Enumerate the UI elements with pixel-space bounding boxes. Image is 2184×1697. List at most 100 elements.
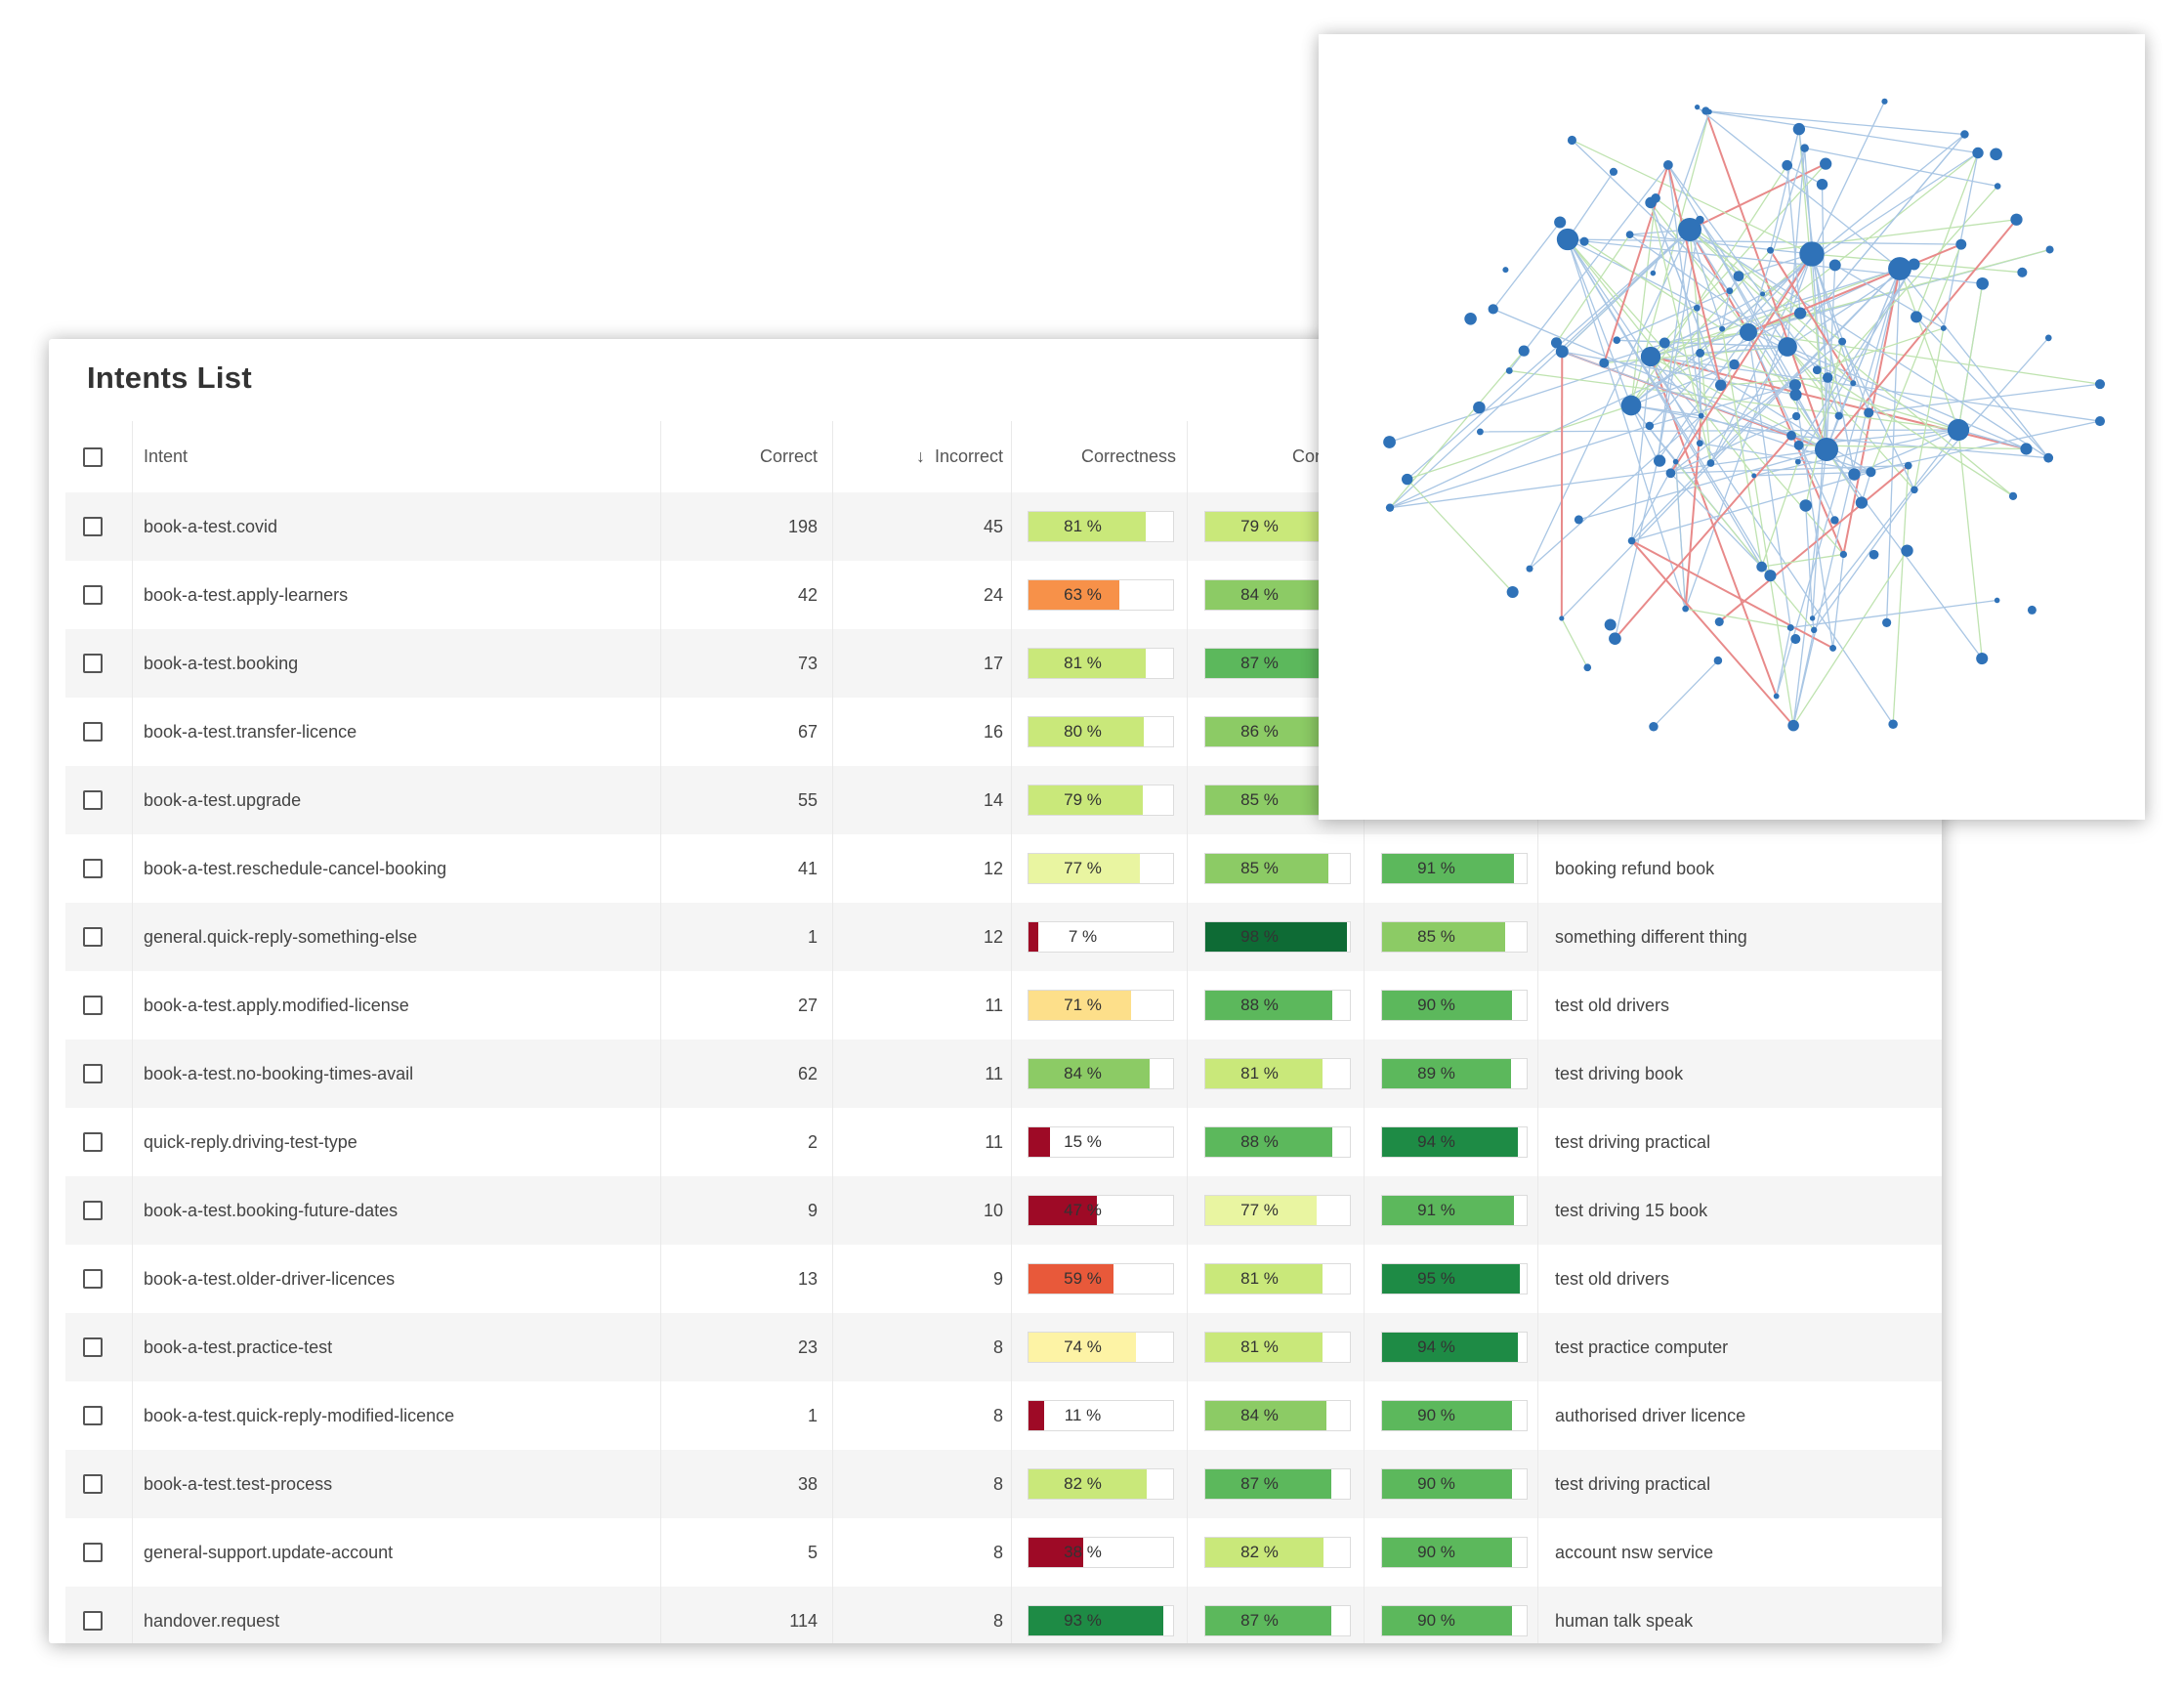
row-checkbox[interactable] bbox=[83, 971, 112, 1039]
intent-name[interactable]: general-support.update-account bbox=[144, 1542, 394, 1562]
score-bar: 90 % bbox=[1381, 1537, 1528, 1568]
table-row[interactable]: book-a-test.apply.modified-license 27 11 71… bbox=[65, 971, 1942, 1039]
table-row[interactable]: quick-reply.driving-test-type 2 11 15 % 88 %… bbox=[65, 1108, 1942, 1176]
row-checkbox[interactable] bbox=[83, 1587, 112, 1643]
graph-node bbox=[1696, 440, 1703, 447]
header-intent[interactable]: Intent bbox=[144, 446, 189, 466]
intent-name[interactable]: book-a-test.practice-test bbox=[144, 1336, 333, 1357]
graph-node bbox=[1901, 544, 1913, 557]
correct-count: 5 bbox=[807, 1542, 818, 1562]
graph-node bbox=[1464, 313, 1477, 325]
graph-node bbox=[2043, 452, 2054, 463]
table-row[interactable]: book-a-test.apply-learners 42 24 63 % 84 % bbox=[65, 561, 1942, 629]
graph-node bbox=[1640, 346, 1661, 367]
graph-node bbox=[1625, 231, 1634, 239]
score-cell: 91 % bbox=[1381, 1176, 1530, 1245]
graph-node bbox=[1650, 270, 1657, 276]
row-checkbox[interactable] bbox=[83, 903, 112, 971]
graph-edge bbox=[1562, 351, 1796, 396]
intent-name[interactable]: book-a-test.upgrade bbox=[144, 789, 302, 810]
graph-edge bbox=[1699, 219, 1827, 450]
intent-name[interactable]: book-a-test.apply-learners bbox=[144, 584, 349, 605]
graph-node bbox=[1662, 159, 1673, 170]
intent-name[interactable]: book-a-test.test-process bbox=[144, 1473, 333, 1494]
row-checkbox[interactable] bbox=[83, 561, 112, 629]
intent-name[interactable]: quick-reply.driving-test-type bbox=[144, 1131, 357, 1152]
correctness-fill bbox=[1029, 717, 1145, 746]
graph-node bbox=[1786, 430, 1796, 441]
score-bar: 94 % bbox=[1381, 1126, 1528, 1158]
header-correctness[interactable]: Correctness bbox=[1080, 446, 1176, 466]
table-row[interactable]: book-a-test.older-driver-licences 13 9 59 %… bbox=[65, 1245, 1942, 1313]
intent-name[interactable]: book-a-test.reschedule-cancel-booking bbox=[144, 858, 447, 878]
row-checkbox[interactable] bbox=[83, 1313, 112, 1381]
row-checkbox[interactable] bbox=[83, 1108, 112, 1176]
intent-name[interactable]: book-a-test.older-driver-licences bbox=[144, 1268, 396, 1289]
graph-node bbox=[1506, 586, 1519, 599]
intent-name[interactable]: book-a-test.covid bbox=[144, 516, 278, 536]
graph-node bbox=[1654, 457, 1661, 465]
graph-node bbox=[1778, 337, 1797, 357]
intent-name[interactable]: book-a-test.booking bbox=[144, 653, 299, 673]
intent-name[interactable]: book-a-test.transfer-licence bbox=[144, 721, 357, 742]
row-checkbox[interactable] bbox=[83, 1245, 112, 1313]
row-checkbox[interactable] bbox=[83, 1176, 112, 1245]
row-checkbox[interactable] bbox=[83, 1450, 112, 1518]
graph-node bbox=[1888, 719, 1898, 729]
intent-name[interactable]: book-a-test.quick-reply-modified-licence bbox=[144, 1405, 455, 1425]
table-row[interactable]: general-support.update-account 5 8 38 % 82 %… bbox=[65, 1518, 1942, 1587]
row-checkbox[interactable] bbox=[83, 834, 112, 903]
correctness-bar: 15 % bbox=[1028, 1126, 1174, 1158]
table-row[interactable]: book-a-test.upgrade 55 14 79 % 85 % bbox=[65, 766, 1942, 834]
confidence-bar: 87 % bbox=[1204, 1468, 1351, 1500]
table-row[interactable]: book-a-test.no-booking-times-avail 62 11 84… bbox=[65, 1039, 1942, 1108]
graph-node bbox=[2020, 443, 2033, 455]
correctness-cell: 15 % bbox=[1028, 1108, 1176, 1176]
table-row[interactable]: book-a-test.booking-future-dates 9 10 47 % 7… bbox=[65, 1176, 1942, 1245]
select-all-checkbox[interactable] bbox=[83, 421, 112, 492]
table-row[interactable]: book-a-test.reschedule-cancel-booking 41 1… bbox=[65, 834, 1942, 903]
confidence-bar: 87 % bbox=[1204, 1605, 1351, 1636]
row-checkbox[interactable] bbox=[83, 629, 112, 698]
graph-node bbox=[1908, 258, 1920, 271]
graph-node bbox=[1940, 324, 1947, 331]
checkbox-icon bbox=[83, 790, 103, 810]
table-row[interactable]: handover.request 114 8 93 % 87 % 90 % human ta… bbox=[65, 1587, 1942, 1643]
correctness-cell: 84 % bbox=[1028, 1039, 1176, 1108]
table-row[interactable]: book-a-test.test-process 38 8 82 % 87 % 90 % t… bbox=[65, 1450, 1942, 1518]
confidence-fill bbox=[1205, 1196, 1317, 1225]
checkbox-icon bbox=[83, 859, 103, 878]
confidence-bar: 84 % bbox=[1204, 579, 1351, 611]
header-incorrect[interactable]: ↓ Incorrect bbox=[837, 421, 1003, 492]
keywords: test practice computer bbox=[1555, 1336, 1729, 1357]
table-row[interactable]: general.quick-reply-something-else 1 12 7 %… bbox=[65, 903, 1942, 971]
row-checkbox[interactable] bbox=[83, 492, 112, 561]
graph-edge bbox=[1915, 316, 2049, 459]
table-row[interactable]: book-a-test.quick-reply-modified-licence… bbox=[65, 1381, 1942, 1450]
graph-node bbox=[1869, 549, 1879, 560]
score-cell: 90 % bbox=[1381, 1381, 1530, 1450]
table-row[interactable]: book-a-test.practice-test 23 8 74 % 81 % 94 %… bbox=[65, 1313, 1942, 1381]
graph-edge bbox=[1578, 448, 1827, 521]
graph-edge bbox=[1583, 240, 1723, 330]
graph-node bbox=[1559, 615, 1565, 621]
graph-node bbox=[1682, 605, 1689, 613]
score-label: 95 % bbox=[1417, 1269, 1455, 1288]
row-checkbox[interactable] bbox=[83, 1381, 112, 1450]
correctness-cell: 7 % bbox=[1028, 903, 1176, 971]
score-cell: 94 % bbox=[1381, 1108, 1530, 1176]
intent-name[interactable]: book-a-test.apply.modified-license bbox=[144, 995, 409, 1015]
intent-name[interactable]: general.quick-reply-something-else bbox=[144, 926, 418, 947]
keywords: test driving practical bbox=[1555, 1131, 1711, 1152]
intent-name[interactable]: book-a-test.booking-future-dates bbox=[144, 1200, 399, 1220]
correctness-cell: 79 % bbox=[1028, 766, 1176, 834]
row-checkbox[interactable] bbox=[83, 1039, 112, 1108]
graph-node bbox=[1713, 656, 1723, 665]
row-checkbox[interactable] bbox=[83, 698, 112, 766]
intent-name[interactable]: book-a-test.no-booking-times-avail bbox=[144, 1063, 414, 1083]
table-row[interactable]: book-a-test.transfer-licence 67 16 80 % 86 % bbox=[65, 698, 1942, 766]
row-checkbox[interactable] bbox=[83, 766, 112, 834]
row-checkbox[interactable] bbox=[83, 1518, 112, 1587]
header-correct[interactable]: Correct bbox=[759, 446, 818, 466]
intent-name[interactable]: handover.request bbox=[144, 1610, 280, 1631]
